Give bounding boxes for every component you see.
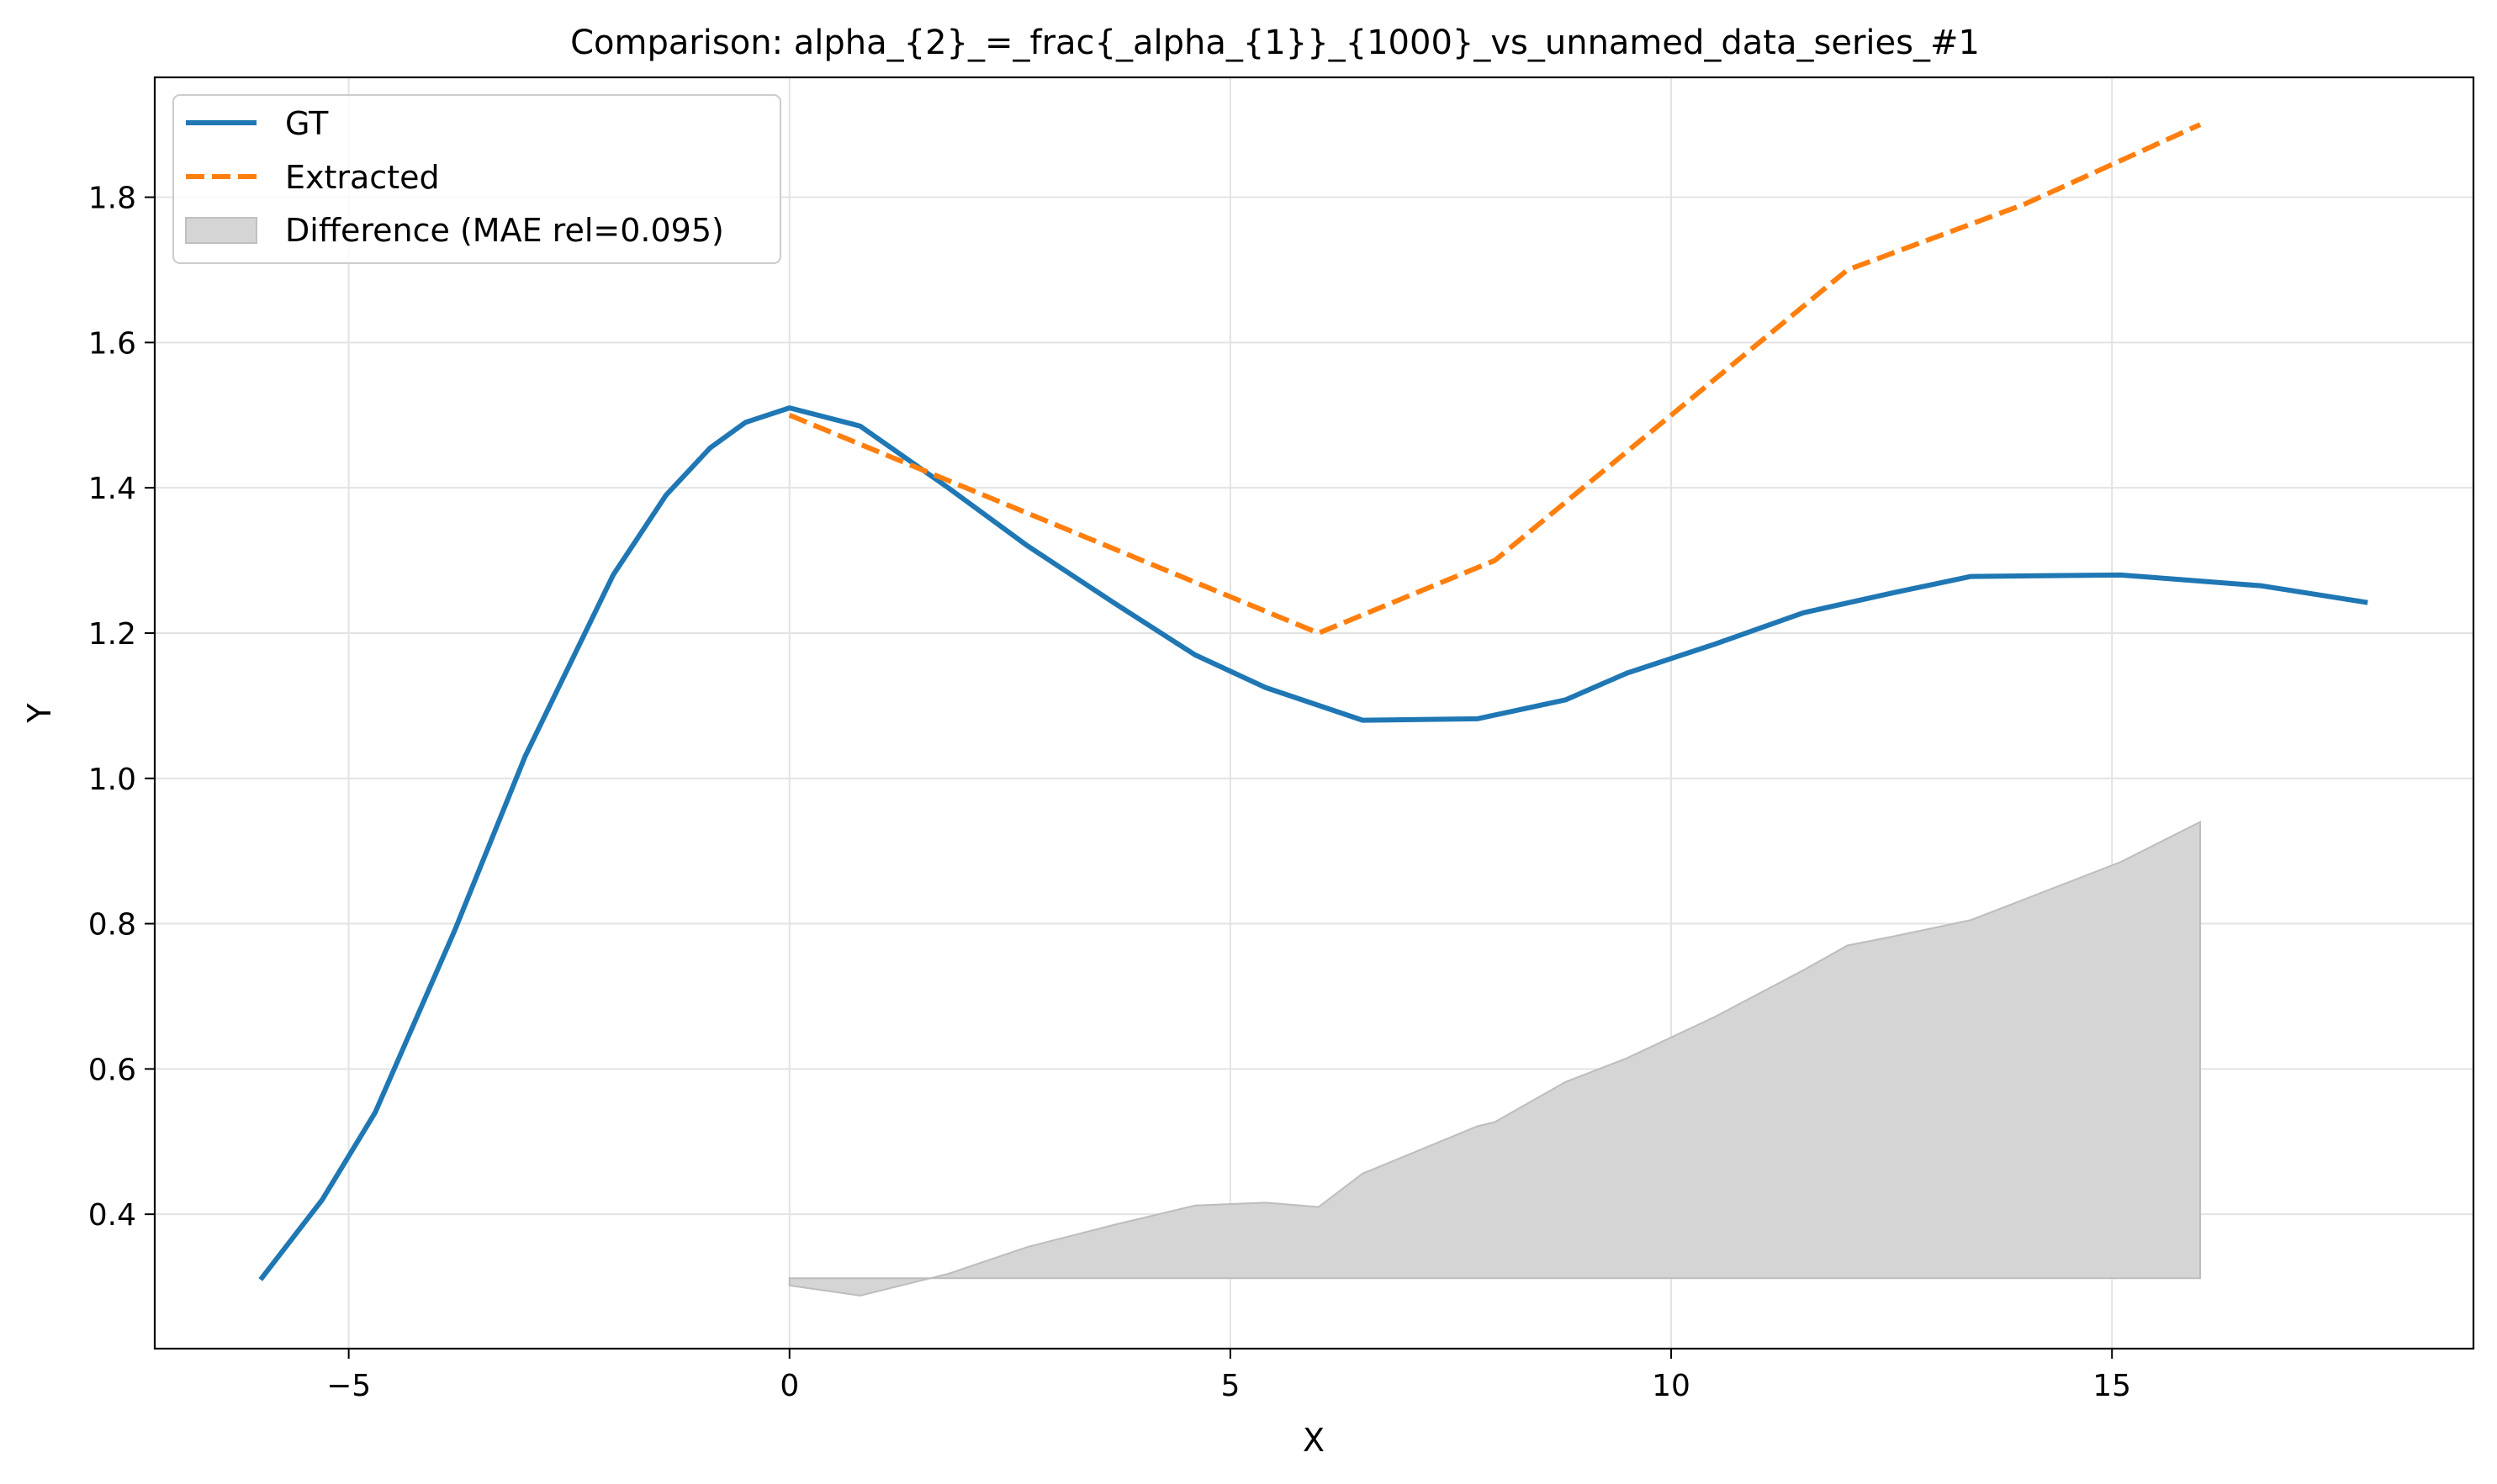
- legend: GT Extracted Difference (MAE rel=0.095): [172, 94, 781, 264]
- y-axis-label: Y: [21, 703, 58, 724]
- x-tick-label: 5: [1220, 1369, 1240, 1403]
- x-tick-label: 0: [780, 1369, 799, 1403]
- legend-difference-swatch: [185, 217, 257, 244]
- chart-title: Comparison: alpha_{2}_=_frac{_alpha_{1}}…: [570, 24, 1980, 62]
- legend-box: [172, 94, 781, 264]
- legend-difference-label: Difference (MAE rel=0.095): [285, 212, 724, 249]
- legend-gt-label: GT: [285, 105, 329, 142]
- x-tick-label: 10: [1652, 1369, 1690, 1403]
- difference-area: [788, 820, 2202, 1297]
- x-axis-label: X: [1303, 1422, 1325, 1459]
- y-axis-ticks: 0.4 0.6 0.8 1.0 1.2 1.4 1.6 1.8: [88, 182, 155, 1233]
- x-tick-label: 15: [2092, 1369, 2131, 1403]
- x-tick-label: −5: [326, 1369, 371, 1403]
- y-tick-label: 1.0: [88, 763, 136, 797]
- y-tick-label: 1.8: [88, 182, 136, 216]
- y-tick-label: 0.8: [88, 908, 136, 943]
- series-line-extracted: [788, 122, 2202, 636]
- y-tick-label: 1.6: [88, 326, 136, 361]
- y-tick-label: 0.6: [88, 1053, 136, 1087]
- y-tick-label: 1.4: [88, 472, 136, 506]
- y-tick-label: 0.4: [88, 1198, 136, 1233]
- series-line-gt: [258, 405, 2368, 1281]
- plot-content: [258, 122, 2368, 1297]
- plot-frame: [153, 76, 2475, 1350]
- x-axis-ticks: −5 0 5 10 15: [326, 1349, 2131, 1403]
- y-tick-label: 1.2: [88, 617, 136, 652]
- legend-extracted-label: Extracted: [285, 159, 440, 196]
